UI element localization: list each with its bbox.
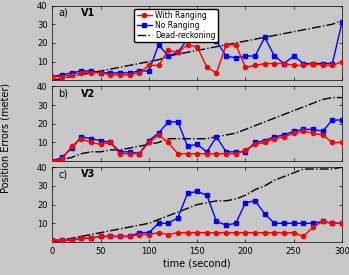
Text: c): c): [58, 169, 67, 179]
X-axis label: time (second): time (second): [163, 259, 231, 269]
Text: b): b): [58, 89, 68, 98]
Legend: With Ranging, No Ranging, Dead-reckoning: With Ranging, No Ranging, Dead-reckoning: [134, 9, 218, 42]
Text: V2: V2: [81, 89, 96, 98]
Text: V3: V3: [81, 169, 96, 179]
Text: Position Errors (meter): Position Errors (meter): [0, 82, 10, 192]
Text: V1: V1: [81, 8, 96, 18]
Text: a): a): [58, 8, 68, 18]
